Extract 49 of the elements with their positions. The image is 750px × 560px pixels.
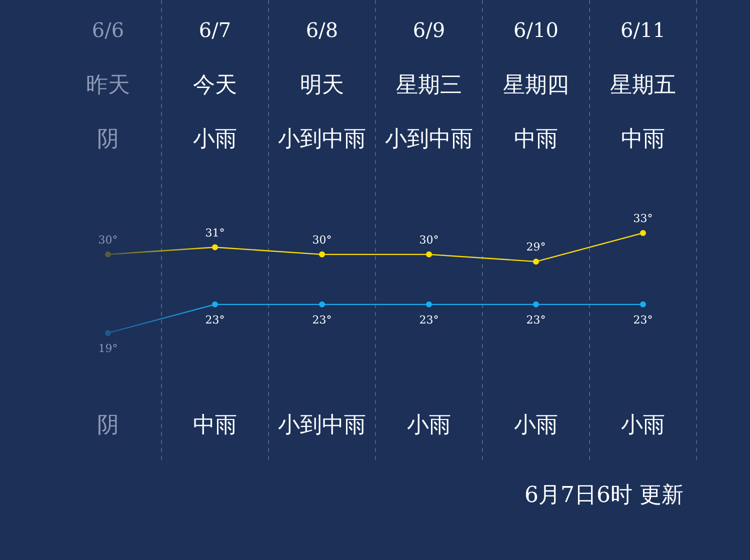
point <box>212 244 218 250</box>
data-label: 23° <box>419 313 439 326</box>
point <box>319 301 325 308</box>
text: 小到中雨 <box>278 127 366 152</box>
text: 6月7日6时 更新 <box>524 483 684 508</box>
point <box>426 251 432 258</box>
text: 小到中雨 <box>278 413 366 438</box>
text: 小雨 <box>514 413 558 438</box>
data-label: 23° <box>312 313 332 326</box>
text: 阴 <box>97 127 119 152</box>
text: 明天 <box>300 73 344 98</box>
text: 星期四 <box>503 73 569 98</box>
text: 中雨 <box>193 413 237 438</box>
x-tick-label: 6/9 <box>412 18 446 42</box>
text: 中雨 <box>514 127 558 152</box>
text: 小雨 <box>621 413 665 438</box>
point <box>533 301 539 308</box>
text: 今天 <box>193 73 237 98</box>
text: 星期三 <box>396 73 462 98</box>
point <box>105 251 111 258</box>
data-label: 33° <box>633 212 653 225</box>
text: 小雨 <box>193 127 237 152</box>
point <box>533 258 539 265</box>
x-tick-label: 6/10 <box>514 18 558 42</box>
text: 小雨 <box>407 413 451 438</box>
text: 阴 <box>97 413 119 438</box>
data-label: 31° <box>205 226 225 240</box>
data-label: 23° <box>633 313 653 326</box>
x-tick-label: 6/8 <box>306 18 338 42</box>
x-tick-label: 6/6 <box>92 18 124 42</box>
point <box>640 230 646 236</box>
data-label: 30° <box>419 233 439 246</box>
data-label: 30° <box>98 233 118 246</box>
data-label: 23° <box>526 313 546 326</box>
point <box>212 301 218 308</box>
point <box>640 301 646 308</box>
point <box>426 301 432 308</box>
data-label: 29° <box>526 240 546 254</box>
x-tick-label: 6/7 <box>198 18 232 42</box>
text: 中雨 <box>621 127 665 152</box>
text: 星期五 <box>610 73 676 98</box>
text: 昨天 <box>86 73 130 98</box>
text: 小到中雨 <box>385 127 473 152</box>
data-label: 19° <box>98 342 118 355</box>
point <box>105 330 111 336</box>
point <box>319 251 325 258</box>
data-label: 23° <box>205 313 225 326</box>
x-tick-label: 6/11 <box>620 18 666 42</box>
data-label: 30° <box>312 233 332 246</box>
